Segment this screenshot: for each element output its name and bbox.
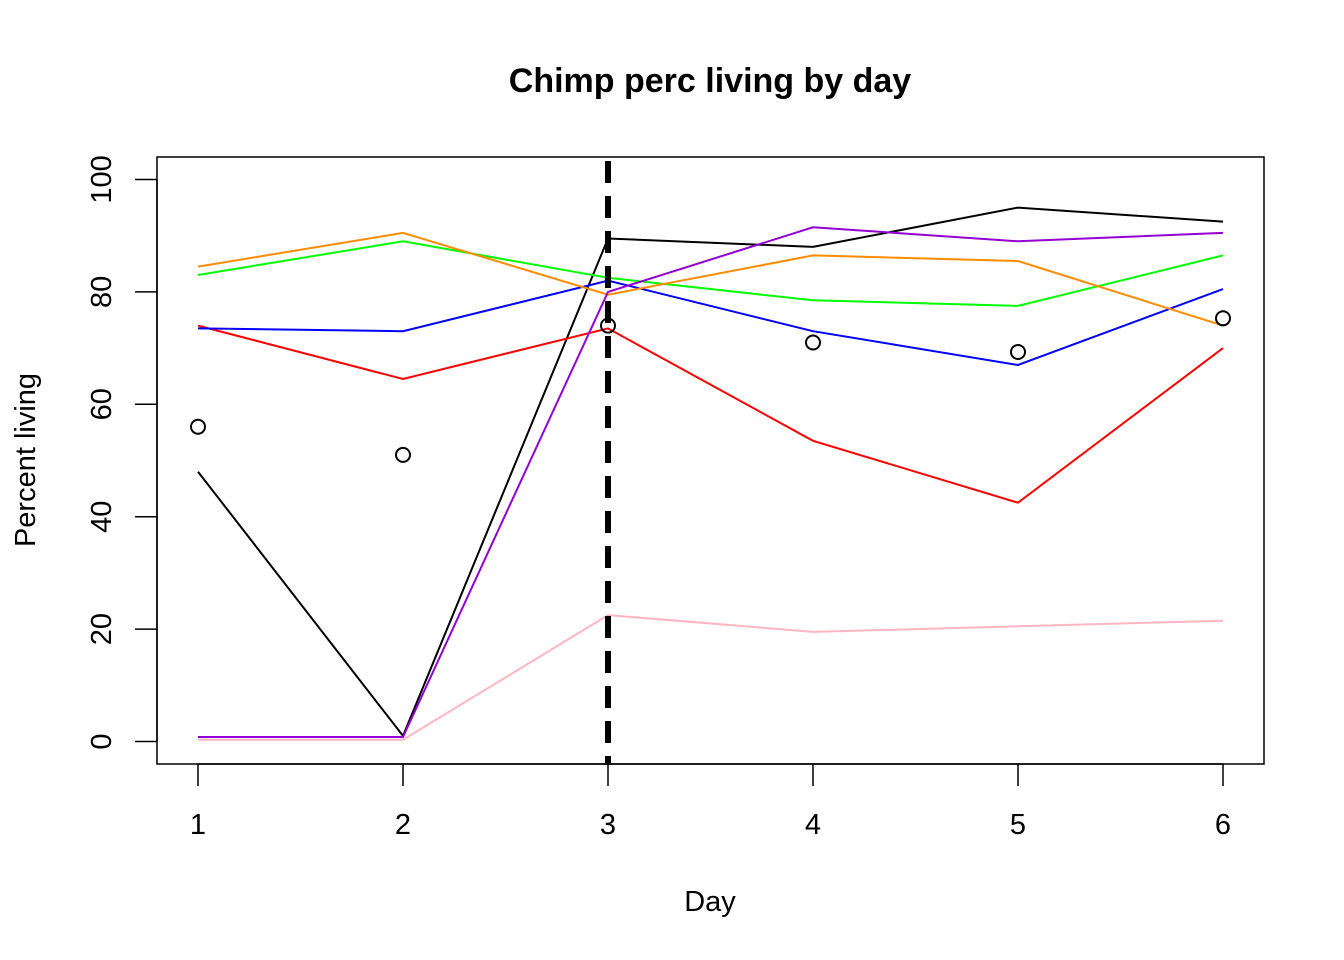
series-line-5 xyxy=(197,231,1224,327)
y-tick-label: 20 xyxy=(86,613,118,645)
series-line-4 xyxy=(197,279,1224,367)
x-tick-label: 5 xyxy=(1010,809,1026,841)
mean-point xyxy=(190,418,206,435)
x-tick-label: 2 xyxy=(395,809,411,841)
x-axis-label: Day xyxy=(684,886,736,918)
series-layer xyxy=(197,206,1224,741)
x-tick-label: 4 xyxy=(805,809,821,841)
plot-frame xyxy=(156,156,1265,765)
series-line-7 xyxy=(198,614,1224,741)
x-axis: 1 2 3 4 5 6 xyxy=(190,763,1231,841)
series-line-6 xyxy=(198,226,1224,738)
x-tick-label: 3 xyxy=(600,809,616,841)
x-tick-label: 6 xyxy=(1215,809,1231,841)
y-axis: 0 20 40 60 80 100 xyxy=(86,155,158,750)
y-tick-label: 100 xyxy=(86,155,118,203)
x-tick-label: 1 xyxy=(190,809,206,841)
series-line-1 xyxy=(197,206,1224,738)
y-axis-label: Percent living xyxy=(10,373,42,547)
points-layer xyxy=(190,310,1231,463)
mean-point xyxy=(1010,344,1026,361)
y-tick-label: 80 xyxy=(86,276,118,308)
mean-point xyxy=(805,334,821,351)
series-line-2 xyxy=(197,324,1224,504)
mean-point xyxy=(395,446,411,463)
series-line-3 xyxy=(197,240,1224,307)
mean-point xyxy=(1215,310,1231,327)
chart-title: Chimp perc living by day xyxy=(509,62,912,100)
y-tick-label: 0 xyxy=(86,733,118,749)
y-tick-label: 40 xyxy=(86,501,118,533)
y-tick-label: 60 xyxy=(86,388,118,420)
